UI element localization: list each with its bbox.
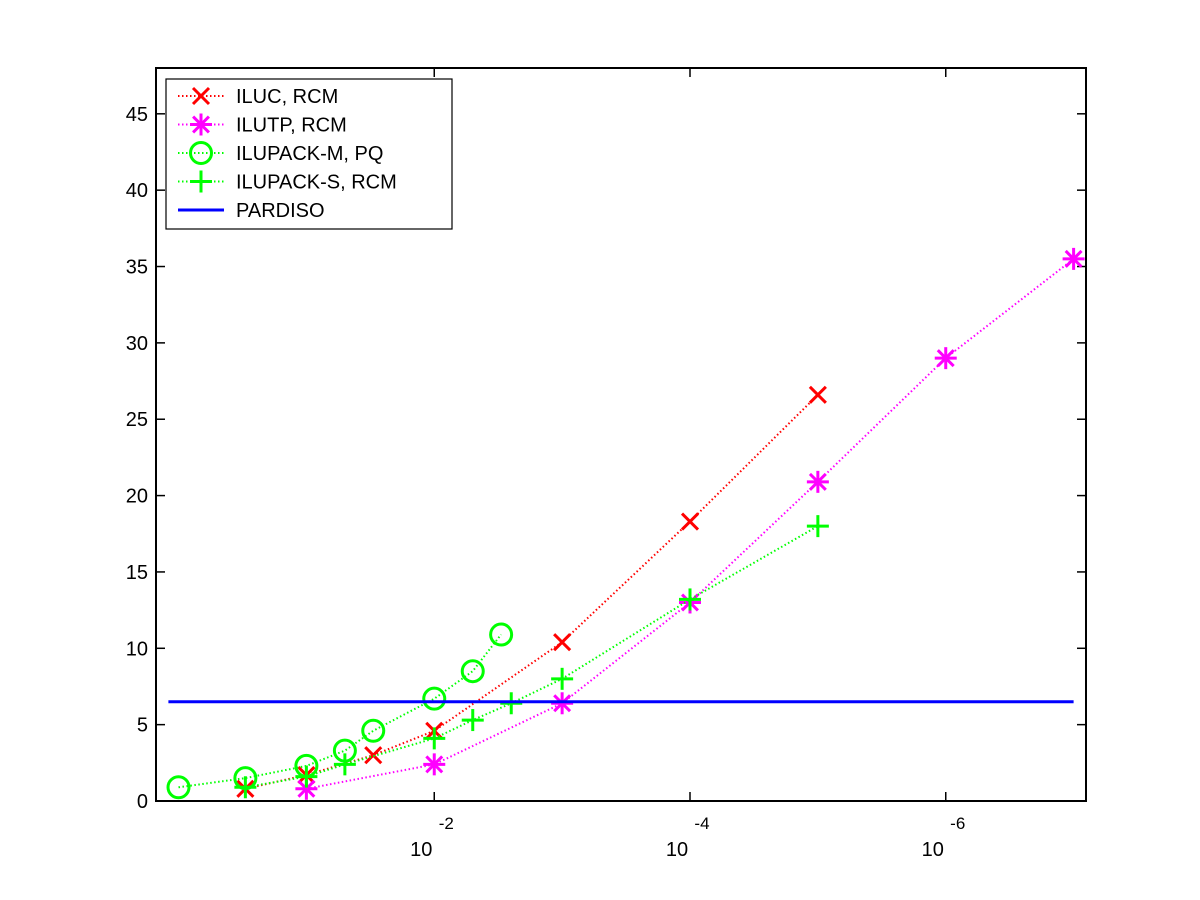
data-point-plus	[500, 692, 523, 715]
legend-marker-x-cross	[191, 86, 211, 106]
y-tick-label: 40	[126, 180, 148, 202]
series-line	[245, 525, 819, 789]
data-point-x-cross	[553, 633, 572, 652]
data-point-circle	[489, 622, 514, 647]
legend-marker-circle	[189, 141, 213, 165]
data-point-asterisk	[934, 347, 957, 370]
data-point-asterisk	[551, 692, 574, 715]
legend-label: ILUPACK-M, PQ	[236, 143, 383, 165]
legend-entry: ILUTP, RCM	[178, 113, 347, 137]
legend-box	[165, 78, 453, 230]
data-point-plus	[333, 753, 356, 776]
legend-marker-asterisk	[190, 113, 212, 136]
data-point-plus	[295, 765, 318, 788]
x-tick-exponent: -6	[950, 814, 965, 833]
series-ilupack-s-rcm	[234, 515, 829, 799]
x-tick-base: 10	[922, 839, 944, 861]
x-tick-exponent: -4	[694, 814, 709, 833]
data-point-asterisk	[806, 470, 829, 493]
data-point-circle	[361, 718, 386, 743]
marker-stroke	[808, 385, 827, 404]
marker-stroke	[808, 472, 827, 491]
legend-label: ILUPACK-S, RCM	[236, 172, 397, 194]
marker-stroke	[553, 633, 572, 652]
data-point-plus	[461, 709, 484, 732]
legend-marker-plus	[190, 170, 212, 193]
data-point-plus	[551, 667, 574, 690]
y-tick-label: 10	[126, 638, 148, 660]
y-axis: 0 5 10 15 20 25 30 35 40 45	[126, 104, 1086, 813]
data-point-asterisk	[423, 753, 446, 776]
legend-entry: ILUPACK-M, PQ	[178, 141, 383, 165]
series-ilupack-m-pq	[166, 622, 514, 800]
y-tick-label: 15	[126, 562, 148, 584]
marker-stroke	[191, 86, 211, 106]
data-point-circle	[460, 659, 485, 684]
data-point-circle	[422, 686, 447, 711]
data-point-plus	[423, 727, 446, 750]
marker-stroke	[297, 779, 316, 798]
legend: ILUC, RCM ILUTP, RCM ILUPACK-M, PQ ILUPACK-…	[165, 78, 453, 230]
y-tick-label: 30	[126, 333, 148, 355]
legend-entry: PARDISO	[178, 200, 325, 222]
series-layer	[166, 247, 1085, 800]
data-point-plus	[678, 588, 701, 611]
data-point-plus	[806, 515, 829, 538]
legend-label: ILUTP, RCM	[236, 115, 347, 137]
data-point-x-cross	[680, 512, 700, 531]
legend-entry: ILUC, RCM	[178, 86, 338, 108]
legend-label: PARDISO	[236, 200, 325, 222]
y-tick-label: 0	[137, 791, 148, 813]
x-tick-base: 10	[666, 839, 688, 861]
marker-stroke	[553, 694, 572, 713]
marker-stroke	[192, 115, 210, 134]
x-tick-base: 10	[410, 839, 432, 861]
legend-label: ILUC, RCM	[236, 86, 338, 108]
data-point-x-cross	[808, 385, 827, 404]
y-tick-label: 20	[126, 486, 148, 508]
marker-stroke	[1064, 249, 1083, 268]
data-point-circle	[166, 775, 191, 800]
y-tick-label: 25	[126, 409, 148, 431]
data-point-asterisk	[1062, 247, 1085, 270]
legend-entry: ILUPACK-S, RCM	[178, 170, 397, 194]
data-point-plus	[234, 776, 257, 799]
x-tick-exponent: -2	[439, 814, 454, 833]
x-axis: -2 10 -4 10 -6 10	[410, 68, 965, 861]
y-tick-label: 35	[126, 257, 148, 279]
y-tick-label: 5	[137, 715, 148, 737]
marker-stroke	[680, 512, 700, 531]
y-tick-label: 45	[126, 104, 148, 126]
marker-stroke	[936, 349, 955, 368]
series-line	[178, 633, 502, 789]
marker-stroke	[425, 755, 444, 774]
